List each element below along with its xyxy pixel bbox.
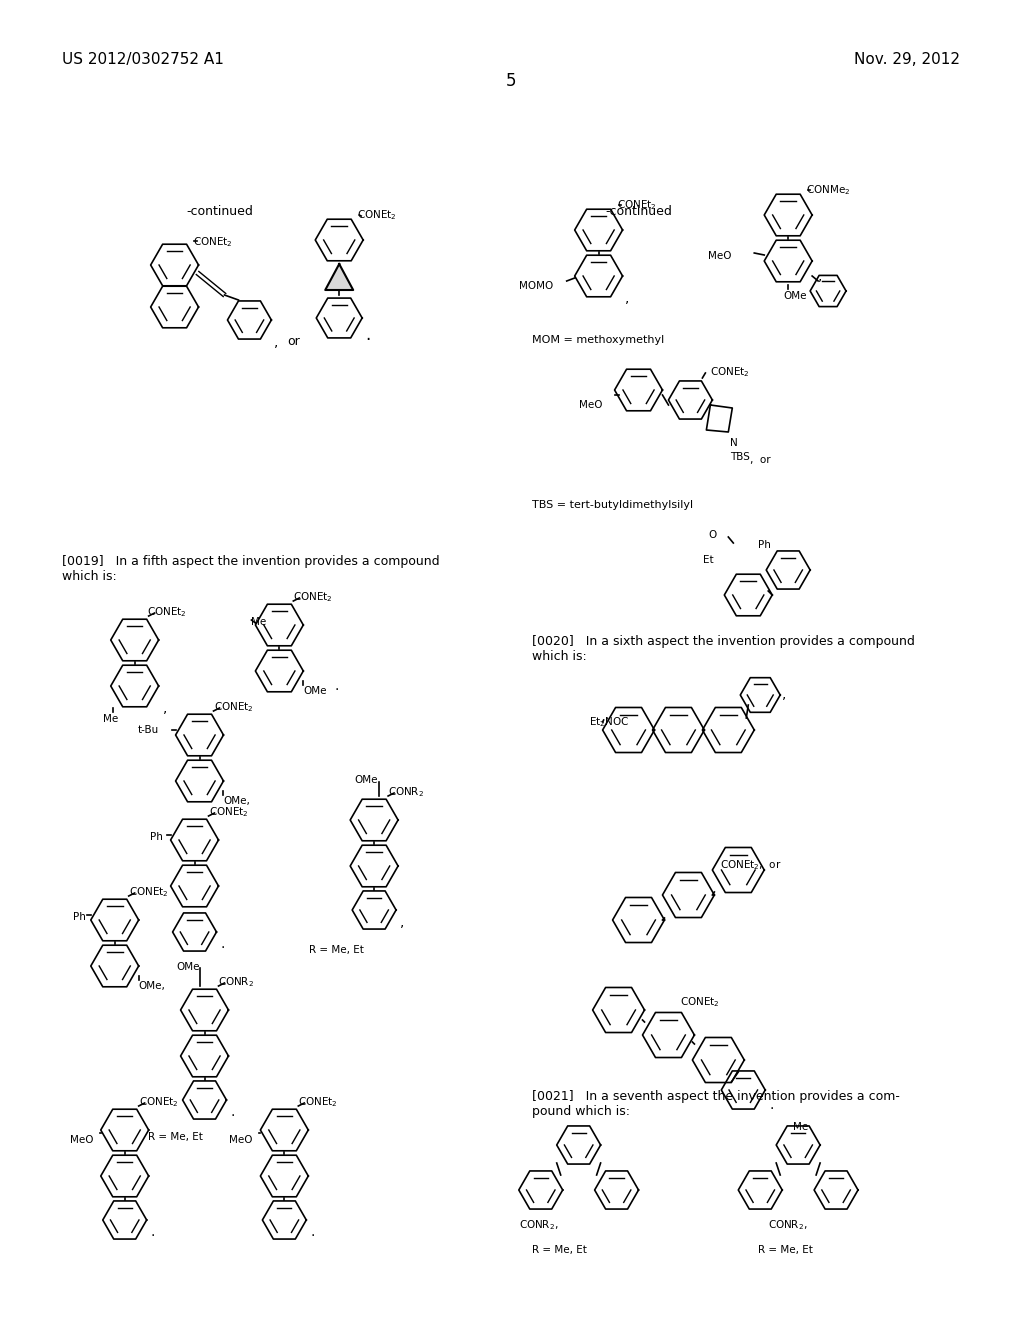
- Text: CONEt$_2$: CONEt$_2$: [357, 209, 397, 222]
- Text: CONEt$_2$: CONEt$_2$: [298, 1096, 338, 1109]
- Text: CONEt$_2$: CONEt$_2$: [616, 198, 656, 211]
- Text: [0020]   In a sixth aspect the invention provides a compound
which is:: [0020] In a sixth aspect the invention p…: [531, 635, 914, 663]
- Text: TBS: TBS: [730, 451, 751, 462]
- Text: CONR$_2$,: CONR$_2$,: [768, 1218, 808, 1232]
- Text: t-Bu: t-Bu: [137, 725, 159, 735]
- Text: [0019]   In a fifth aspect the invention provides a compound
which is:: [0019] In a fifth aspect the invention p…: [61, 554, 439, 583]
- Text: Nov. 29, 2012: Nov. 29, 2012: [854, 51, 959, 67]
- Text: N: N: [730, 438, 738, 447]
- Text: .: .: [220, 937, 225, 950]
- Text: .: .: [310, 1225, 314, 1239]
- Text: CONR$_2$,: CONR$_2$,: [519, 1218, 558, 1232]
- Text: Me: Me: [794, 1122, 808, 1133]
- Text: CONEt$_2$: CONEt$_2$: [214, 700, 253, 714]
- Text: -continued: -continued: [186, 205, 253, 218]
- Text: .: .: [334, 678, 339, 693]
- Text: ,: ,: [625, 290, 629, 305]
- Text: OMe,: OMe,: [223, 796, 250, 807]
- Text: OMe,: OMe,: [138, 981, 166, 991]
- Text: Et$_2$NOC: Et$_2$NOC: [589, 715, 629, 729]
- Text: US 2012/0302752 A1: US 2012/0302752 A1: [61, 51, 223, 67]
- Text: ,: ,: [274, 335, 279, 348]
- Text: CONEt$_2$: CONEt$_2$: [129, 884, 168, 899]
- Text: OMe: OMe: [783, 290, 807, 301]
- Text: MeO: MeO: [579, 400, 602, 411]
- Text: Ph: Ph: [73, 912, 86, 921]
- Text: CONMe$_2$: CONMe$_2$: [806, 183, 851, 197]
- Text: ,: ,: [818, 269, 822, 282]
- Text: CONEt$_2$: CONEt$_2$: [711, 366, 751, 379]
- Text: Ph: Ph: [150, 832, 163, 842]
- Text: ,: ,: [163, 701, 167, 715]
- Text: OMe: OMe: [303, 686, 327, 696]
- Text: [0021]   In a seventh aspect the invention provides a com-
pound which is:: [0021] In a seventh aspect the invention…: [531, 1090, 900, 1118]
- Text: Ph: Ph: [758, 540, 771, 550]
- Text: R = Me, Et: R = Me, Et: [531, 1245, 587, 1255]
- Text: Et: Et: [703, 554, 714, 565]
- Text: ,  or: , or: [751, 455, 771, 465]
- Text: CONEt$_2$: CONEt$_2$: [193, 235, 232, 248]
- Text: ,: ,: [400, 915, 404, 929]
- Text: .: .: [366, 326, 371, 345]
- Text: CONEt$_2$: CONEt$_2$: [680, 995, 720, 1008]
- Text: R = Me, Et: R = Me, Et: [758, 1245, 813, 1255]
- Text: CONEt$_2$: CONEt$_2$: [138, 1096, 178, 1109]
- Text: MeO: MeO: [709, 251, 732, 261]
- Text: -continued: -continued: [605, 205, 672, 218]
- Text: Me: Me: [102, 714, 118, 723]
- Text: ,: ,: [782, 686, 786, 701]
- Text: CONEt$_2$: CONEt$_2$: [209, 805, 248, 818]
- Polygon shape: [326, 264, 353, 290]
- Text: Me: Me: [252, 616, 266, 627]
- Text: MeO: MeO: [229, 1135, 253, 1144]
- Text: O: O: [709, 531, 717, 540]
- Text: MOMO: MOMO: [519, 281, 553, 290]
- Text: CONEt$_2$: CONEt$_2$: [146, 605, 186, 619]
- Text: .: .: [230, 1105, 234, 1119]
- Text: CONEt$_2$,  or: CONEt$_2$, or: [720, 858, 781, 871]
- Text: 5: 5: [506, 73, 516, 90]
- Text: OMe: OMe: [176, 962, 200, 972]
- Text: TBS = tert-butyldimethylsilyl: TBS = tert-butyldimethylsilyl: [531, 500, 693, 510]
- Text: .: .: [151, 1225, 155, 1239]
- Text: .: .: [769, 1098, 773, 1111]
- Text: OMe: OMe: [354, 775, 378, 785]
- Text: CONR$_2$: CONR$_2$: [218, 975, 254, 989]
- Text: CONEt$_2$: CONEt$_2$: [293, 590, 333, 603]
- Text: MOM = methoxymethyl: MOM = methoxymethyl: [531, 335, 664, 345]
- Text: R = Me, Et: R = Me, Et: [309, 945, 365, 954]
- Text: R = Me, Et: R = Me, Et: [147, 1133, 203, 1142]
- Text: MeO: MeO: [70, 1135, 93, 1144]
- Text: CONR$_2$: CONR$_2$: [388, 785, 424, 799]
- Text: or: or: [288, 335, 300, 348]
